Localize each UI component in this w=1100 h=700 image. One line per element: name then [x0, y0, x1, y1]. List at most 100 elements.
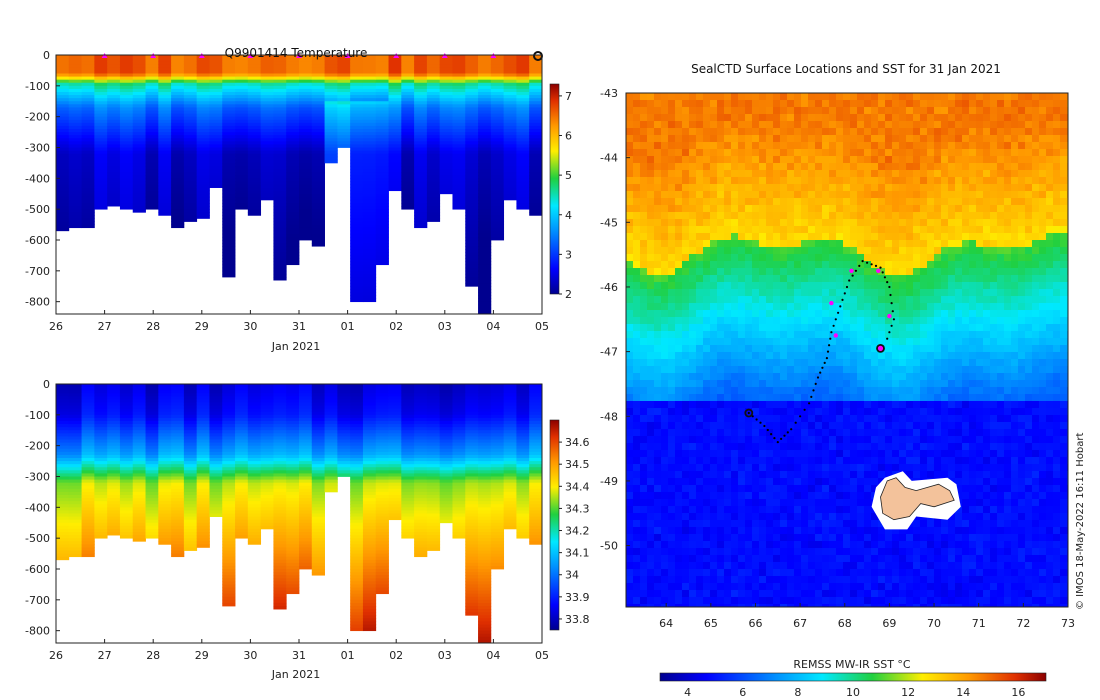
profile-cell [171, 67, 185, 71]
profile-cell [350, 295, 364, 299]
profile-cell [68, 476, 82, 480]
profile-column [452, 384, 466, 539]
profile-cell [81, 70, 95, 74]
profile-cell [56, 405, 70, 410]
profile-cell [490, 519, 505, 524]
profile-cell [94, 166, 108, 170]
profile-cell [388, 424, 402, 428]
profile-cell [183, 58, 198, 62]
profile-cell [388, 95, 402, 99]
profile-cell [68, 98, 82, 102]
sst-cell [948, 100, 956, 108]
profile-cell [516, 498, 530, 502]
profile-cell [503, 156, 517, 161]
profile-cell [529, 535, 543, 539]
profile-cell [478, 184, 492, 188]
profile-cell [299, 559, 313, 564]
profile-cell [235, 461, 249, 465]
profile-cell [273, 169, 287, 173]
profile-cell [247, 187, 262, 192]
profile-cell [375, 513, 389, 517]
profile-cell [516, 479, 530, 484]
profile-cell [465, 113, 479, 118]
profile-cell [478, 538, 492, 542]
profile-cell [375, 473, 389, 477]
profile-cell [362, 606, 377, 610]
profile-cell [273, 433, 287, 437]
sst-cell [948, 128, 956, 136]
profile-cell [286, 411, 300, 416]
profile-cell [350, 199, 364, 204]
profile-cell [222, 212, 236, 216]
profile-cell [222, 246, 236, 250]
profile-column [196, 384, 210, 548]
profile-cell [183, 408, 198, 413]
profile-cell [375, 64, 389, 68]
profile-cell [490, 181, 505, 185]
profile-cell [311, 175, 325, 179]
profile-cell [56, 445, 70, 450]
profile-column [171, 55, 185, 229]
profile-cell [132, 199, 146, 204]
salinity-colorbar [549, 419, 560, 631]
profile-cell [286, 175, 300, 179]
profile-cell [426, 98, 441, 102]
profile-cell [375, 507, 389, 511]
profile-cell [490, 488, 505, 493]
profile-cell [337, 467, 351, 471]
profile-cell [375, 129, 389, 133]
profile-cell [209, 172, 223, 176]
sst-cell [815, 128, 823, 136]
profile-cell [337, 55, 351, 59]
sst-cell [997, 93, 1005, 101]
sst-cell [829, 142, 837, 150]
sst-cell [626, 149, 634, 157]
profile-cell [196, 387, 210, 391]
profile-cell [452, 498, 466, 502]
profile-cell [222, 203, 236, 207]
profile-column [414, 384, 428, 558]
profile-cell [56, 547, 70, 551]
profile-cell [273, 417, 287, 422]
sst-cell [808, 128, 816, 136]
profile-cell [375, 104, 389, 108]
profile-cell [158, 178, 172, 182]
profile-cell [503, 119, 517, 124]
profile-cell [490, 199, 505, 204]
profile-cell [260, 159, 274, 164]
profile-cell [426, 491, 441, 496]
profile-cell [375, 230, 389, 235]
profile-cell [247, 387, 262, 391]
profile-cell [516, 113, 530, 118]
profile-cell [222, 488, 236, 493]
profile-cell [145, 535, 159, 539]
sst-cell [1018, 93, 1026, 101]
profile-cell [286, 150, 300, 155]
profile-cell [478, 390, 492, 394]
profile-cell [503, 408, 517, 413]
profile-cell [401, 528, 415, 533]
profile-cell [299, 501, 313, 505]
profile-cell [452, 181, 466, 185]
profile-cell [183, 507, 198, 511]
profile-cell [362, 141, 377, 145]
profile-cell [209, 467, 223, 471]
profile-cell [209, 488, 223, 493]
profile-cell [94, 79, 108, 84]
profile-cell [171, 196, 185, 201]
profile-cell [362, 624, 377, 628]
profile-cell [362, 135, 377, 139]
profile-cell [311, 479, 325, 484]
profile-cell [273, 261, 287, 266]
profile-cell [311, 55, 325, 59]
profile-cell [426, 159, 441, 164]
profile-cell [81, 64, 95, 68]
profile-cell [273, 227, 287, 232]
profile-cell [375, 132, 389, 136]
profile-cell [260, 144, 274, 148]
profile-cell [414, 190, 428, 195]
profile-cell [350, 532, 364, 536]
profile-cell [183, 141, 198, 145]
profile-cell [158, 510, 172, 514]
profile-cell [260, 119, 274, 124]
